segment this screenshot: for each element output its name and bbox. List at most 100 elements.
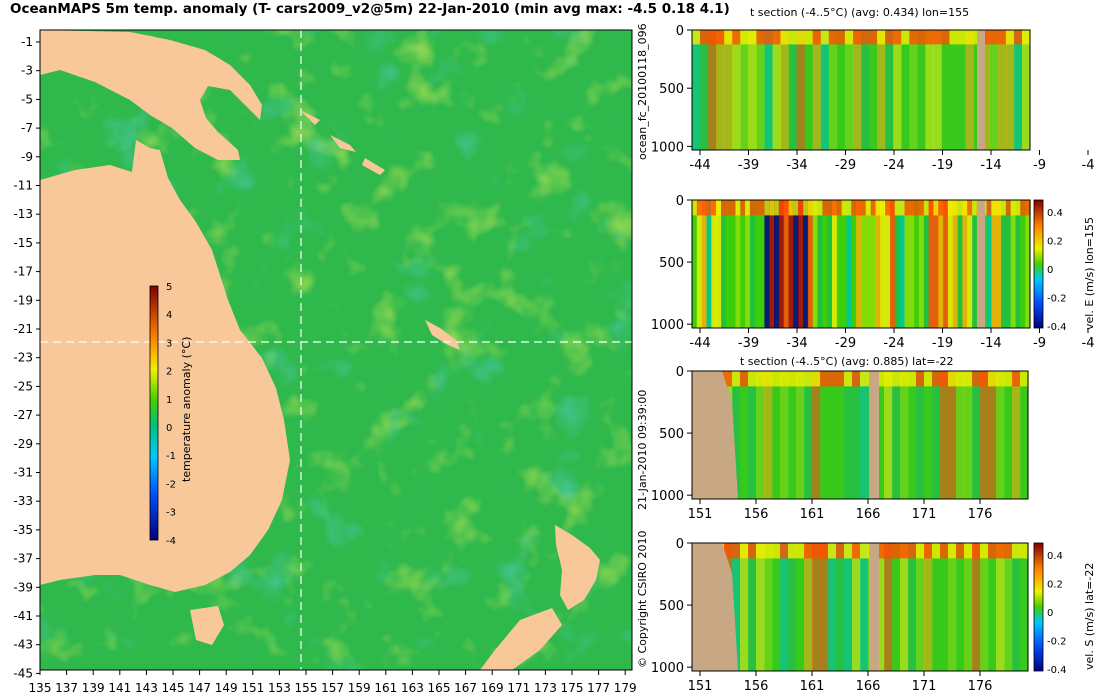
section-surface <box>764 543 773 559</box>
section-column <box>876 543 885 671</box>
solomon-islands <box>300 110 385 175</box>
section-surface <box>804 543 813 559</box>
section-column <box>812 200 819 328</box>
section-column <box>828 543 837 671</box>
section-xtick-label: -34 <box>786 158 807 173</box>
section-surface <box>861 30 870 45</box>
section-surface <box>852 543 861 559</box>
section-column <box>749 200 756 328</box>
section-column <box>735 200 741 328</box>
section-surface <box>748 371 757 387</box>
section-column <box>756 543 765 671</box>
section-xtick-label: -4 <box>1082 336 1095 351</box>
section-column <box>940 371 949 499</box>
section-ytick-label: 0 <box>676 537 684 552</box>
section-column <box>877 30 886 150</box>
section-surface <box>846 200 852 216</box>
section-surface <box>706 200 712 216</box>
section-surface <box>870 200 877 216</box>
section-column <box>917 30 926 150</box>
section-surface <box>908 371 917 387</box>
section-surface <box>716 30 725 45</box>
section-surface <box>860 543 869 559</box>
section-frame <box>691 199 1031 329</box>
lat-tick-label: -21 <box>13 322 33 336</box>
section-xtick-label: 161 <box>800 679 825 694</box>
section-surface <box>957 30 967 45</box>
section-colorbar-tick: 0 <box>1047 608 1053 619</box>
section-column <box>949 30 959 150</box>
section-surface <box>711 200 717 216</box>
lon-tick-label: 169 <box>481 681 504 695</box>
lat-tick-label: -39 <box>13 580 33 594</box>
section-surface <box>924 543 933 559</box>
map-colorbar-tick: 2 <box>166 367 172 378</box>
section-column <box>909 30 918 150</box>
section-surface <box>884 543 893 559</box>
section-column <box>851 200 857 328</box>
section-surface <box>928 200 934 216</box>
section-column <box>812 543 821 671</box>
section-surface <box>900 371 909 387</box>
section-surface <box>965 30 975 45</box>
section-surface <box>1010 200 1017 216</box>
section-surface <box>828 30 838 45</box>
section-ytick-label: 1000 <box>651 140 684 155</box>
section-column <box>852 543 861 671</box>
lat-tick-label: -1 <box>21 35 33 49</box>
section-xtick-label: 156 <box>744 679 769 694</box>
section-surface <box>996 543 1005 559</box>
section-surface <box>1015 200 1021 216</box>
section-xtick-label: -39 <box>738 336 759 351</box>
section-xtick-label: -19 <box>932 336 953 351</box>
section-column <box>988 543 997 671</box>
section-column <box>914 200 920 328</box>
section-colorbar-tick: -0.2 <box>1047 294 1067 305</box>
section-xtick-label: 151 <box>688 507 713 522</box>
section-column <box>986 200 992 328</box>
section-surface <box>716 200 722 216</box>
section-column <box>796 371 805 499</box>
section-surface <box>861 200 867 216</box>
section-surface <box>925 30 934 45</box>
section-column <box>918 200 925 328</box>
section-column <box>780 371 789 499</box>
section-column <box>956 543 965 671</box>
section-surface <box>972 371 981 387</box>
section-surface <box>1001 200 1007 216</box>
section-panel-velS-section-lat: 0 500 1000 151 156 161 166 171 176 0.4 0.2 0 -0.2 -0.… <box>651 537 1067 694</box>
section-xtick-label: -19 <box>932 158 953 173</box>
section-column <box>820 543 829 671</box>
section-column <box>1012 543 1021 671</box>
section-surface <box>964 543 973 559</box>
section-column <box>798 200 804 328</box>
section-column <box>783 200 790 328</box>
section-column <box>700 30 709 150</box>
section-surface <box>745 200 751 216</box>
lat-tick-label: -27 <box>13 408 33 422</box>
section-xtick-label: -14 <box>980 336 1001 351</box>
section-surface <box>852 371 861 387</box>
section-colorbar-tick: 0.2 <box>1047 580 1063 591</box>
section-column <box>764 543 773 671</box>
section-ytick-label: 500 <box>659 427 684 442</box>
section-xtick-label: -44 <box>689 336 710 351</box>
section-column <box>844 543 853 671</box>
section-surface <box>916 371 925 387</box>
section-column <box>807 200 814 328</box>
section-surface <box>860 371 869 387</box>
section-column <box>804 371 813 499</box>
section-column <box>732 371 741 499</box>
section-column <box>796 543 805 671</box>
section-surface <box>732 543 741 559</box>
section-surface <box>909 200 915 216</box>
section-surface <box>836 30 846 45</box>
section-colorbar-tick: 0.2 <box>1047 237 1063 248</box>
new-caledonia-land <box>425 320 460 350</box>
section-column <box>964 543 973 671</box>
section-column <box>836 30 846 150</box>
section-column <box>740 30 749 150</box>
section-surface <box>1005 200 1012 216</box>
lat-tick-label: -17 <box>13 265 33 279</box>
lat-tick-label: -5 <box>21 92 33 106</box>
